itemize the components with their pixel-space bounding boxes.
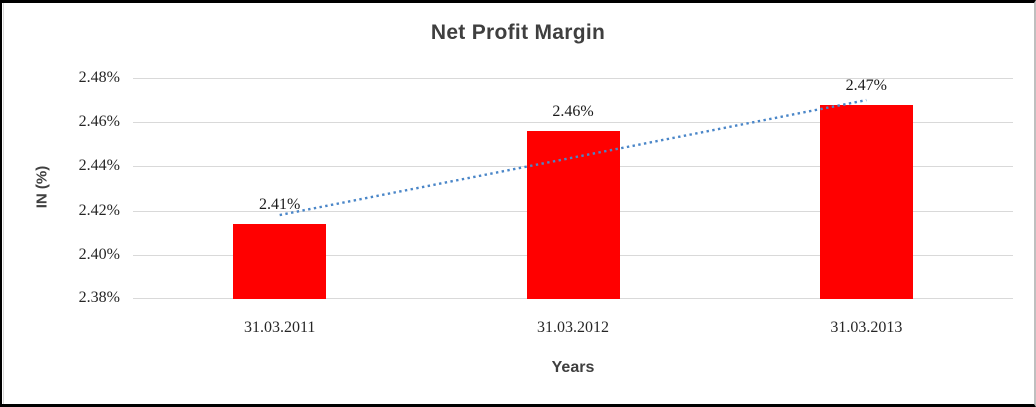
trendline — [279, 98, 867, 217]
bar-31-03-2013 — [819, 104, 913, 299]
y-tick-label: 2.48% — [78, 69, 120, 86]
bar-31-03-2011 — [233, 223, 327, 299]
y-tick-label: 2.40% — [78, 246, 120, 263]
x-axis-title: Years — [551, 359, 595, 376]
y-tick-label: 2.46% — [78, 113, 120, 130]
x-tick-label: 31.03.2013 — [830, 319, 903, 336]
y-tick-label: 2.44% — [78, 157, 120, 174]
x-tick-label: 31.03.2012 — [537, 319, 609, 336]
bar-value-label: 2.47% — [845, 76, 887, 94]
y-tick-label: 2.38% — [78, 289, 120, 306]
x-tick-label: 31.03.2011 — [243, 319, 316, 336]
plot-area: 2.38% 2.40% 2.42% 2.44% 2.46% 2.48% 2.41% 31.03… — [79, 69, 1013, 336]
bar-31-03-2012 — [526, 131, 620, 299]
gridline — [133, 78, 1013, 79]
y-tick-label: 2.42% — [78, 202, 120, 219]
gridline — [133, 122, 1013, 123]
bar-value-label: 2.46% — [552, 103, 594, 121]
chart-title: Net Profit Margin — [430, 21, 606, 44]
bar-value-label: 2.41% — [258, 195, 301, 213]
inner-border-line — [3, 3, 4, 404]
